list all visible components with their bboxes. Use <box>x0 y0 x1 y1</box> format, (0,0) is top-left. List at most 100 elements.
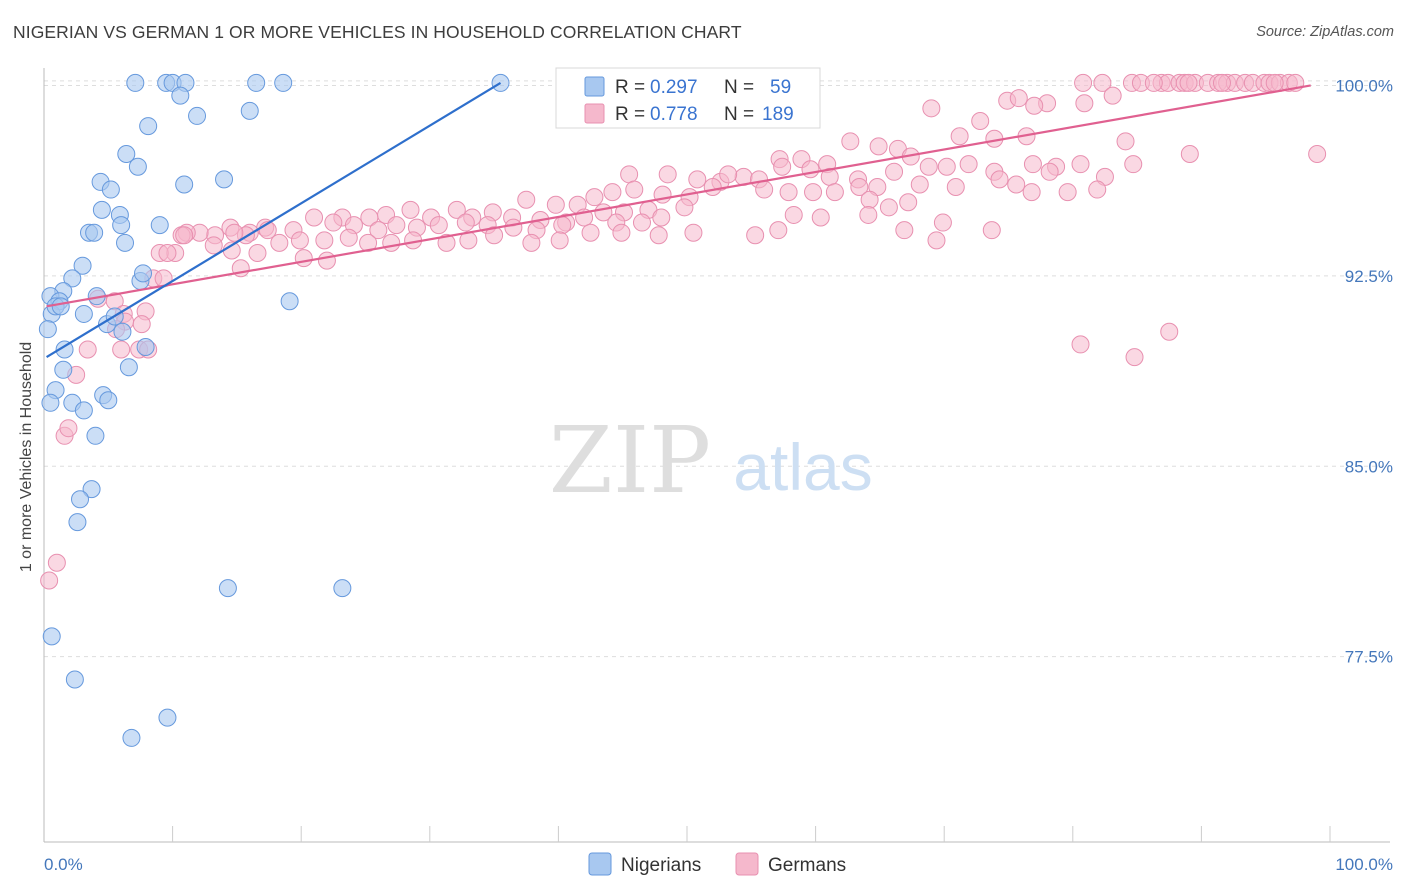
german-point <box>305 208 324 227</box>
german-point <box>895 221 914 240</box>
german-point <box>773 157 792 176</box>
german-point <box>1058 183 1077 202</box>
legend-n-value-2: 189 <box>762 104 794 125</box>
german-point <box>1040 162 1059 181</box>
nigerian-point <box>54 360 73 379</box>
nigerian-point <box>74 304 93 323</box>
nigerian-point <box>134 264 153 283</box>
german-point <box>1074 73 1093 92</box>
german-point <box>1180 145 1199 164</box>
german-point <box>649 226 668 245</box>
german-point <box>971 112 990 131</box>
legend-n-label-1: N = <box>724 77 754 98</box>
german-point <box>59 419 78 438</box>
german-point <box>401 200 420 219</box>
german-point <box>784 205 803 224</box>
nigerian-point <box>122 728 141 747</box>
german-point <box>703 178 722 197</box>
german-point <box>603 183 622 202</box>
nigerian-point <box>240 101 259 120</box>
german-point <box>746 226 765 245</box>
nigerian-point <box>274 73 293 92</box>
german-point <box>1023 155 1042 174</box>
german-point <box>132 315 151 334</box>
german-point <box>919 157 938 176</box>
germans-trend-line <box>46 84 1311 308</box>
german-point <box>859 205 878 224</box>
nigerian-point <box>38 320 57 339</box>
german-point <box>755 180 774 199</box>
german-point <box>927 231 946 250</box>
nigerian-point <box>171 86 190 105</box>
watermark-atlas: atlas <box>733 430 872 504</box>
x-tick-label-min: 0.0% <box>44 855 83 874</box>
german-point <box>1103 86 1122 105</box>
german-point <box>1160 322 1179 341</box>
german-point <box>860 190 879 209</box>
german-point <box>1212 73 1231 92</box>
german-point <box>959 155 978 174</box>
german-point <box>1116 132 1135 151</box>
german-point <box>40 571 59 590</box>
bottom-swatch-germans <box>735 852 759 876</box>
german-point <box>546 195 565 214</box>
german-point <box>899 193 918 212</box>
german-point <box>315 231 334 250</box>
german-point <box>248 244 267 263</box>
x-tick-labels: 0.0% 100.0% <box>44 855 1393 874</box>
nigerian-point <box>82 480 101 499</box>
german-point <box>270 233 289 252</box>
german-point <box>78 340 97 359</box>
german-point <box>585 188 604 207</box>
nigerian-point <box>101 180 120 199</box>
german-point <box>1071 155 1090 174</box>
grid-lines <box>44 80 1390 658</box>
german-point <box>950 127 969 146</box>
german-point <box>517 190 536 209</box>
german-point <box>1025 96 1044 115</box>
bottom-legend-nigerians: Nigerians <box>621 855 701 876</box>
german-point <box>632 213 651 232</box>
german-point <box>779 183 798 202</box>
nigerian-point <box>71 490 90 509</box>
nigerian-point <box>73 256 92 275</box>
german-point <box>360 208 379 227</box>
axes <box>43 68 1390 843</box>
german-point <box>1093 73 1112 92</box>
nigerian-point <box>128 157 147 176</box>
german-point <box>937 157 956 176</box>
series-legend: Nigerians Germans <box>588 852 846 876</box>
german-point <box>675 198 694 217</box>
nigerian-point <box>158 708 177 727</box>
germans-points <box>40 73 1327 590</box>
german-point <box>801 160 820 179</box>
nigerian-point <box>175 175 194 194</box>
legend-r-label-2: R = <box>615 104 645 125</box>
legend-r-label-1: R = <box>615 77 645 98</box>
legend-n-value-1: 59 <box>770 77 791 98</box>
nigerian-point <box>63 269 82 288</box>
german-point <box>841 132 860 151</box>
german-point <box>456 213 475 232</box>
german-point <box>553 216 572 235</box>
stats-legend: R = 0.297 N = 59 R = 0.778 N = 189 <box>555 67 821 129</box>
german-point <box>990 170 1009 189</box>
nigerian-point <box>136 337 155 356</box>
y-axis-title: 1 or more Vehicles in Household <box>18 342 35 572</box>
y-tick-label: 100.0% <box>1335 76 1393 95</box>
legend-swatch-germans <box>584 103 605 124</box>
german-point <box>290 231 309 250</box>
nigerian-point <box>55 340 74 359</box>
nigerian-point <box>68 513 87 532</box>
german-point <box>652 208 671 227</box>
trend-lines <box>46 81 1311 359</box>
german-point <box>804 183 823 202</box>
german-point <box>811 208 830 227</box>
german-point <box>581 223 600 242</box>
legend-r-value-2: 0.778 <box>650 104 698 125</box>
source-credit: Source: ZipAtlas.com <box>1256 24 1394 40</box>
german-point <box>688 170 707 189</box>
german-point <box>225 223 244 242</box>
german-point <box>485 226 504 245</box>
german-point <box>658 165 677 184</box>
